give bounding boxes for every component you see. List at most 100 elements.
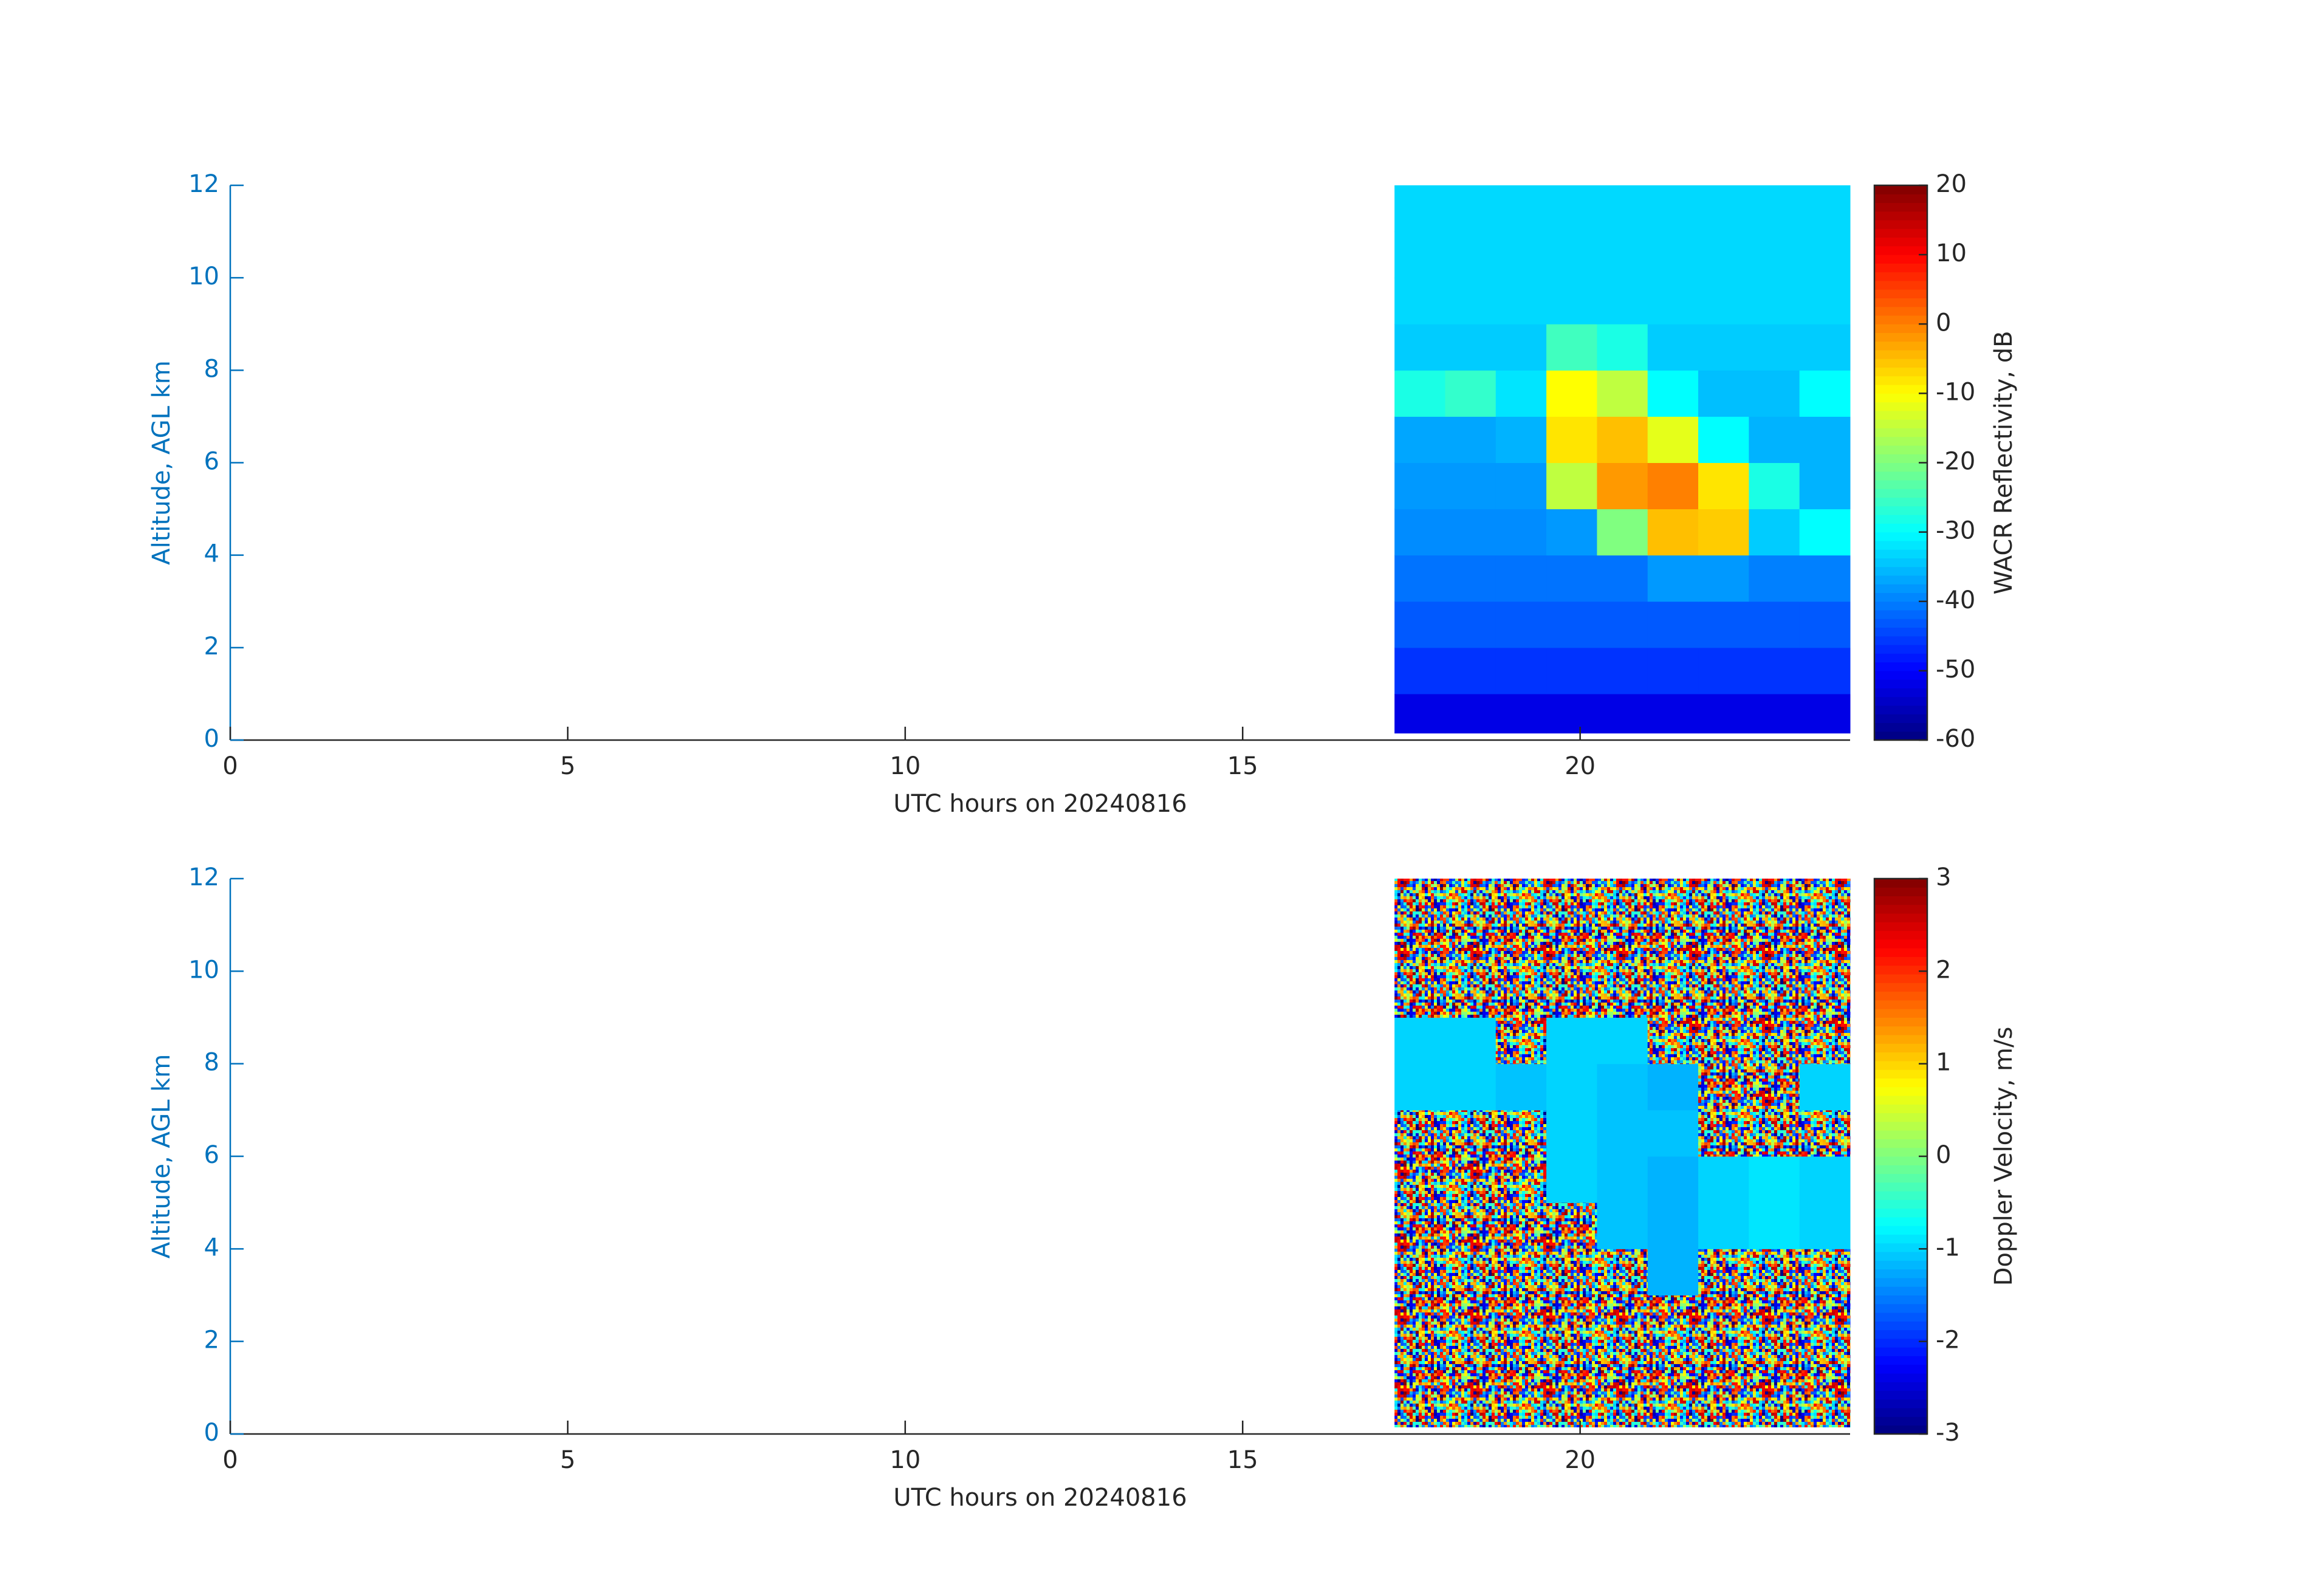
heat-cell	[1495, 925, 1547, 972]
colorbar-segment	[1874, 220, 1927, 229]
colorbar-label: WACR Reflectivity, dB	[1990, 331, 2018, 594]
heat-cell	[1445, 185, 1496, 232]
colorbar-segment	[1874, 1243, 1927, 1252]
heat-cell	[1749, 1202, 1800, 1249]
colorbar-segment	[1874, 1147, 1927, 1157]
colorbar-segment	[1874, 1009, 1927, 1018]
heat-cell	[1445, 879, 1496, 925]
colorbar-tick-label: -3	[1936, 1419, 1960, 1447]
heat-cell	[1647, 1249, 1699, 1295]
heat-cell	[1799, 324, 1851, 371]
heat-cell	[1495, 416, 1547, 463]
heat-cell	[1495, 370, 1547, 417]
heat-cell	[1546, 601, 1597, 648]
heat-cell	[1394, 879, 1445, 925]
heat-cell	[1546, 185, 1597, 232]
heat-cell	[1749, 1110, 1800, 1157]
heat-cell	[1445, 278, 1496, 324]
heat-cell	[1495, 1110, 1547, 1157]
heat-cell	[1799, 693, 1851, 734]
x-tick-label: 10	[889, 752, 920, 780]
colorbar-segment	[1874, 324, 1927, 334]
colorbar-segment	[1874, 1269, 1927, 1278]
colorbar-segment	[1874, 1303, 1927, 1313]
heat-cell	[1495, 971, 1547, 1018]
colorbar-segment	[1874, 332, 1927, 342]
heat-cell	[1394, 462, 1445, 510]
heat-cell	[1749, 1249, 1800, 1295]
heat-cell	[1445, 1387, 1496, 1428]
heat-cell	[1749, 509, 1800, 556]
colorbar-segment	[1874, 1416, 1927, 1426]
heat-cell	[1647, 1156, 1699, 1203]
heat-cell	[1647, 647, 1699, 695]
heat-cell	[1546, 555, 1597, 602]
colorbar-segment	[1874, 1017, 1927, 1027]
heat-cell	[1749, 1156, 1800, 1203]
heat-cell	[1597, 601, 1648, 648]
colorbar-segment	[1874, 1096, 1927, 1105]
heat-cell	[1799, 1249, 1851, 1295]
heat-cell	[1749, 601, 1800, 648]
heat-cell	[1799, 509, 1851, 556]
colorbar-segment	[1874, 1356, 1927, 1365]
colorbar-segment	[1874, 1199, 1927, 1209]
heat-cell	[1394, 925, 1445, 972]
heat-cell	[1597, 1387, 1648, 1428]
x-tick-label: 10	[889, 1446, 920, 1474]
y-tick-label: 6	[204, 1141, 219, 1169]
colorbar-tick-label: -10	[1936, 378, 1975, 406]
colorbar-segment	[1874, 1260, 1927, 1270]
heat-cell	[1495, 1063, 1547, 1111]
heat-cell	[1495, 509, 1547, 556]
heat-cell	[1597, 1017, 1648, 1065]
heat-cell	[1698, 1110, 1749, 1157]
heat-cell	[1698, 370, 1749, 417]
colorbar-segment	[1874, 471, 1927, 481]
heat-cell	[1597, 278, 1648, 324]
heat-cell	[1546, 1341, 1597, 1388]
heat-cell	[1546, 1110, 1597, 1157]
heat-cell	[1698, 601, 1749, 648]
heat-cell	[1394, 1110, 1445, 1157]
heat-cell	[1749, 1387, 1800, 1428]
heat-cell	[1698, 693, 1749, 734]
heat-cell	[1698, 971, 1749, 1018]
heat-cell	[1445, 1156, 1496, 1203]
colorbar-segment	[1874, 350, 1927, 359]
heat-cell	[1445, 1110, 1496, 1157]
colorbar-segment	[1874, 272, 1927, 281]
colorbar-segment	[1874, 1425, 1927, 1435]
colorbar-segment	[1874, 454, 1927, 463]
heat-cell	[1698, 1202, 1749, 1249]
colorbar-segment	[1874, 904, 1927, 914]
colorbar-segment	[1874, 679, 1927, 688]
x-tick-label: 15	[1227, 752, 1258, 780]
heat-cell	[1445, 693, 1496, 734]
heat-cell	[1445, 1063, 1496, 1111]
heat-cell	[1749, 1017, 1800, 1065]
heat-cell	[1495, 879, 1547, 925]
heat-cell	[1749, 693, 1800, 734]
heat-cell	[1546, 971, 1597, 1018]
heat-cell	[1799, 416, 1851, 463]
colorbar-segment	[1874, 939, 1927, 948]
colorbar-segment	[1874, 298, 1927, 307]
heat-cell	[1445, 1202, 1496, 1249]
colorbar-segment	[1874, 714, 1927, 723]
heat-cell	[1799, 601, 1851, 648]
colorbar-segment	[1874, 341, 1927, 351]
x-tick-label: 5	[560, 752, 575, 780]
heat-cell	[1698, 1017, 1749, 1065]
heat-cell	[1445, 232, 1496, 278]
heat-cell	[1749, 462, 1800, 510]
colorbar-segment	[1874, 1390, 1927, 1400]
colorbar-segment	[1874, 1364, 1927, 1374]
colorbar-segment	[1874, 1382, 1927, 1391]
heat-cell	[1647, 462, 1699, 510]
heat-cell	[1799, 278, 1851, 324]
heat-cell	[1647, 1387, 1699, 1428]
colorbar-segment	[1874, 956, 1927, 966]
colorbar-segment	[1874, 627, 1927, 637]
y-tick-label: 4	[204, 540, 219, 568]
